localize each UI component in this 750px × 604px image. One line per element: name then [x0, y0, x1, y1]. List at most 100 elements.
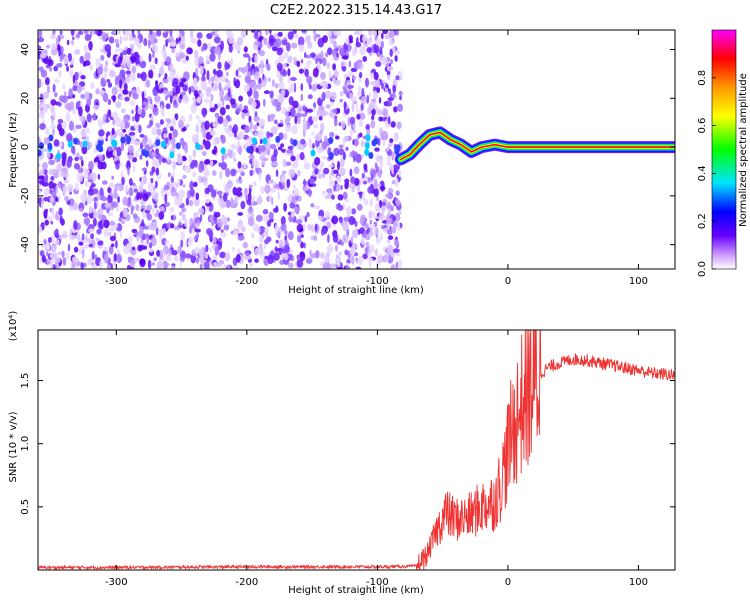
heatmap-cell: [77, 230, 80, 238]
heatmap-cell: [57, 102, 62, 107]
heatmap-cell: [289, 202, 296, 209]
heatmap-cell: [144, 150, 150, 158]
heatmap-cell: [116, 146, 122, 157]
heatmap-cell: [143, 225, 150, 230]
heatmap-cell: [193, 97, 197, 108]
heatmap-cell: [239, 178, 243, 184]
heatmap-cell: [304, 52, 307, 59]
heatmap-cell: [154, 204, 158, 209]
heatmap-cell: [398, 259, 402, 269]
heatmap-cell: [235, 69, 239, 77]
heatmap-cell: [92, 217, 97, 227]
heatmap-cell: [351, 247, 355, 257]
heatmap-cell: [285, 161, 292, 167]
heatmap-cell: [297, 36, 305, 47]
heatmap-cell: [220, 40, 225, 51]
heatmap-cell: [368, 92, 372, 98]
heatmap-cell: [107, 186, 112, 194]
heatmap-cell: [271, 99, 275, 105]
heatmap-cell: [331, 215, 339, 225]
heatmap-cell: [355, 266, 362, 269]
heatmap-cell: [39, 52, 47, 59]
heatmap-cell: [318, 98, 324, 104]
heatmap-cell: [230, 203, 235, 209]
heatmap-cell: [51, 118, 54, 125]
heatmap-cell: [128, 131, 136, 136]
heatmap-cell: [251, 197, 255, 205]
heatmap-cell: [106, 113, 109, 124]
heatmap-cell: [71, 256, 78, 262]
heatmap-cell: [230, 197, 234, 206]
heatmap-cell: [332, 30, 340, 36]
heatmap-cell: [127, 166, 130, 176]
heatmap-cell: [98, 129, 105, 137]
heatmap-cell: [396, 103, 404, 112]
snr-x-tick-label: -300: [105, 577, 128, 588]
heatmap-cell: [52, 83, 56, 93]
heatmap-cell: [145, 79, 151, 88]
heatmap-cell: [222, 118, 229, 128]
heatmap-cell: [373, 188, 379, 197]
heatmap-cell: [360, 95, 367, 105]
heatmap-cell: [80, 262, 84, 269]
heatmap-cell: [47, 59, 54, 67]
heatmap-cell: [262, 137, 268, 145]
heatmap-cell: [364, 148, 370, 156]
spectrogram-y-label: Frequency (Hz): [8, 112, 19, 188]
snr-series-line: [38, 330, 675, 570]
heatmap-cell: [280, 55, 284, 61]
heatmap-cell: [111, 127, 115, 135]
heatmap-cell: [162, 30, 169, 38]
heatmap-cell: [88, 174, 92, 181]
heatmap-cell: [287, 31, 294, 40]
heatmap-cell: [351, 184, 356, 193]
heatmap-cell: [322, 262, 330, 269]
heatmap-cell: [240, 171, 245, 177]
heatmap-cell: [296, 169, 301, 177]
heatmap-cell: [232, 41, 239, 50]
heatmap-cell: [352, 129, 357, 134]
heatmap-cell: [300, 93, 304, 102]
heatmap-cell: [193, 212, 199, 218]
heatmap-cell: [307, 94, 313, 100]
heatmap-cell: [290, 77, 297, 81]
heatmap-cell: [343, 216, 351, 222]
snr-x-tick-label: -100: [366, 577, 389, 588]
heatmap-cell: [302, 123, 308, 132]
heatmap-cell: [47, 142, 53, 150]
heatmap-cell: [76, 33, 80, 39]
colorbar: 0.0 0.2 0.4 0.6 0.8 Normalized spectral ampl…: [697, 29, 749, 277]
heatmap-cell: [39, 142, 44, 150]
heatmap-cell: [212, 137, 217, 147]
heatmap-cell: [184, 165, 191, 173]
heatmap-cell: [177, 245, 182, 254]
heatmap-cell: [189, 161, 195, 169]
heatmap-cell: [300, 59, 304, 64]
heatmap-cell: [375, 235, 381, 245]
heatmap-cell: [172, 129, 179, 138]
heatmap-cell: [107, 231, 112, 237]
heatmap-cell: [260, 67, 264, 75]
heatmap-cell: [51, 207, 55, 216]
heatmap-cell: [200, 80, 207, 91]
heatmap-cell: [254, 40, 261, 46]
heatmap-cell: [107, 212, 114, 217]
heatmap-cell: [249, 120, 253, 130]
heatmap-cell: [100, 55, 105, 61]
heatmap-cell: [386, 244, 394, 254]
heatmap-cell: [43, 137, 51, 146]
heatmap-cell: [223, 152, 227, 160]
heatmap-cell: [171, 250, 178, 256]
colorbar-tick-label: 0.0: [697, 261, 708, 277]
heatmap-cell: [131, 228, 138, 234]
heatmap-cell: [382, 30, 389, 35]
heatmap-cell: [326, 61, 331, 70]
heatmap-cell: [150, 177, 154, 184]
heatmap-cell: [325, 52, 329, 58]
heatmap-cell: [136, 234, 140, 242]
heatmap-cell: [376, 196, 379, 202]
heatmap-cell: [131, 30, 135, 34]
heatmap-cell: [256, 122, 260, 127]
heatmap-cell: [316, 145, 324, 154]
heatmap-cell: [203, 138, 206, 146]
